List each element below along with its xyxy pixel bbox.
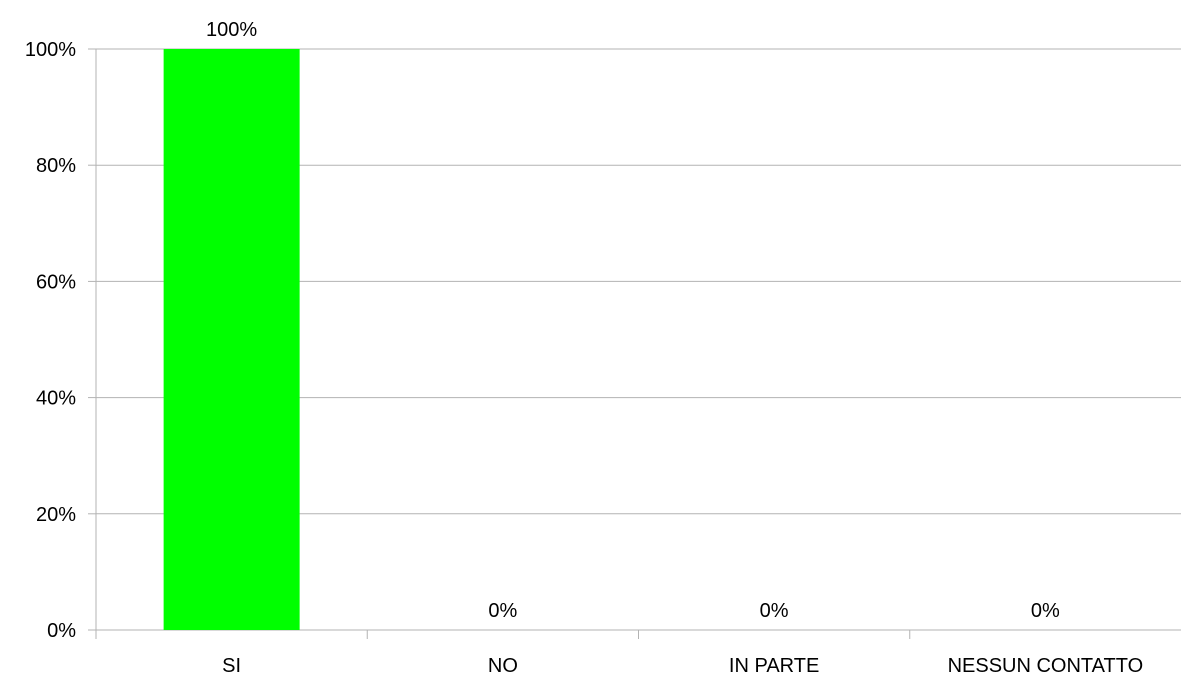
y-tick-label: 40% (36, 388, 76, 410)
x-category-label: NESSUN CONTATTO (948, 655, 1144, 677)
data-labels: 100% 0% 0% 0% (206, 19, 1060, 622)
bars (163, 49, 300, 630)
x-category-label: SI (222, 655, 241, 677)
data-label: 0% (1031, 600, 1060, 622)
x-category-label: NO (488, 655, 518, 677)
data-label: 0% (488, 600, 517, 622)
y-axis-ticks: 0% 20% 40% 60% 80% 100% (25, 39, 96, 642)
bar-si (163, 49, 300, 630)
y-tick-label: 20% (36, 504, 76, 526)
y-tick-label: 0% (47, 620, 76, 642)
y-tick-label: 100% (25, 39, 76, 61)
y-tick-label: 60% (36, 271, 76, 293)
x-category-label: IN PARTE (729, 655, 819, 677)
x-axis-labels: SI NO IN PARTE NESSUN CONTATTO (222, 655, 1143, 677)
data-label: 0% (760, 600, 789, 622)
y-tick-label: 80% (36, 155, 76, 177)
data-label: 100% (206, 19, 257, 41)
